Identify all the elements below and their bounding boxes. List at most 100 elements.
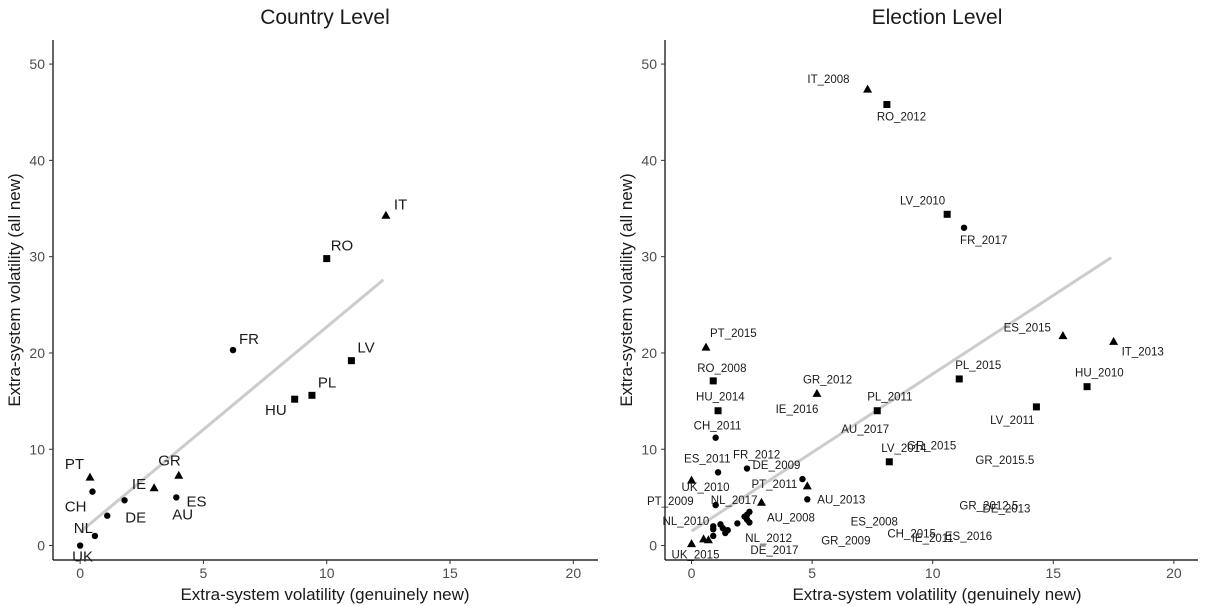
y-tick-label: 50 [29,56,45,72]
fit-line [690,256,1112,533]
data-point [85,472,95,481]
x-tick-label: 10 [925,565,941,581]
data-point [712,434,719,441]
panel-country-level: Country Level Extra-system volatility (g… [5,6,598,604]
point-label: LV_2011 [990,415,1034,427]
x-axis-title: Extra-system volatility (genuinely new) [792,585,1081,604]
data-point [121,497,128,504]
point-label: NL_2012 [745,533,792,545]
x-tick-label: 20 [566,565,582,581]
data-point [863,84,873,93]
data-point [1083,383,1091,391]
y-tick-label: 30 [641,249,657,265]
point-label: GR [158,452,181,469]
data-point [174,470,184,479]
panel-election-level: Election Level Extra-system volatility (… [617,6,1198,604]
data-point [308,391,316,399]
y-tick-label: 50 [641,56,657,72]
point-label: RO_2008 [697,363,746,375]
y-tick-label: 20 [641,345,657,361]
point-label: DE_2017 [750,545,798,557]
point-label: PT [65,456,84,473]
data-point [687,539,697,548]
y-tick-label: 40 [29,152,45,168]
point-label: HU_2010 [1075,368,1124,380]
point-label: CH_2015 [887,528,936,540]
point-label: PL_2015 [955,360,1001,372]
point-label: CH_2011 [694,421,742,433]
point-label: NL [74,520,93,537]
y-tick-label: 20 [29,345,45,361]
point-label: GR_2009 [821,535,870,547]
point-label: PT_2011 [751,479,797,491]
data-point [104,512,111,519]
point-label: IE_2011 [912,533,954,545]
point-label: IE_2016 [776,404,819,416]
data-point [91,532,99,540]
x-tick-label: 0 [688,565,696,581]
data-point [804,496,811,503]
y-tick-label: 10 [641,441,657,457]
data-point [714,407,722,415]
x-tick-label: 5 [200,565,208,581]
point-label: ES_2008 [851,517,898,529]
data-point [719,525,727,532]
data-point [883,101,891,109]
point-label: AU_2013 [817,494,865,506]
data-point [741,513,748,520]
data-point [734,520,741,527]
point-label: UK [72,549,93,566]
data-point [173,494,180,501]
point-label: AU_2017 [841,424,889,436]
plot-area: 0 5 10 15 20 0 10 20 30 40 50 IT_2008 RO_2012 LV_2010… [641,40,1198,581]
data-point [873,407,881,415]
x-tick-label: 10 [319,565,335,581]
data-point [347,357,355,365]
point-label: UK_2010 [682,482,730,494]
point-label: IT_2008 [807,74,849,86]
point-label: ES_2015 [1004,323,1051,335]
point-label: LV [357,340,374,357]
data-point [799,475,806,483]
data-point [701,342,711,351]
data-point [960,224,968,231]
point-label: HU_2014 [696,392,745,404]
data-point [746,519,753,526]
y-tick-label: 30 [29,249,45,265]
point-label: DE [125,510,146,527]
panel-title: Election Level [872,6,1003,29]
y-tick-label: 0 [37,538,45,554]
data-point [812,388,822,397]
data-point [802,481,812,490]
y-tick-label: 40 [641,152,657,168]
x-tick-label: 15 [1046,565,1062,581]
y-axis-title: Extra-system volatility (all new) [5,173,24,406]
y-axis-title: Extra-system volatility (all new) [617,173,636,406]
point-label: NL_2010 [663,516,710,528]
x-tick-label: 20 [1166,565,1182,581]
point-label: NL_2017 [711,495,758,507]
point-label: AU_2008 [767,513,815,525]
point-label: IT [394,196,407,213]
data-point [687,475,697,484]
panel-title: Country Level [260,6,390,29]
point-label: DE_2013 [982,503,1030,515]
data-point [76,542,84,549]
point-label: GR_2015 [907,441,956,453]
data-point [724,526,731,534]
data-point [709,377,717,385]
data-point [323,255,331,263]
data-point [699,534,709,543]
y-tick-label: 10 [29,441,45,457]
data-point [712,501,719,509]
data-point [89,488,96,495]
x-tick-label: 5 [808,565,816,581]
point-label: IE [132,476,146,493]
data-point [743,465,751,472]
point-label: GR_2015.5 [975,455,1034,467]
data-point [714,469,722,476]
y-tick-label: 0 [649,538,657,554]
data-point [291,395,299,403]
point-label: RO [331,238,354,255]
